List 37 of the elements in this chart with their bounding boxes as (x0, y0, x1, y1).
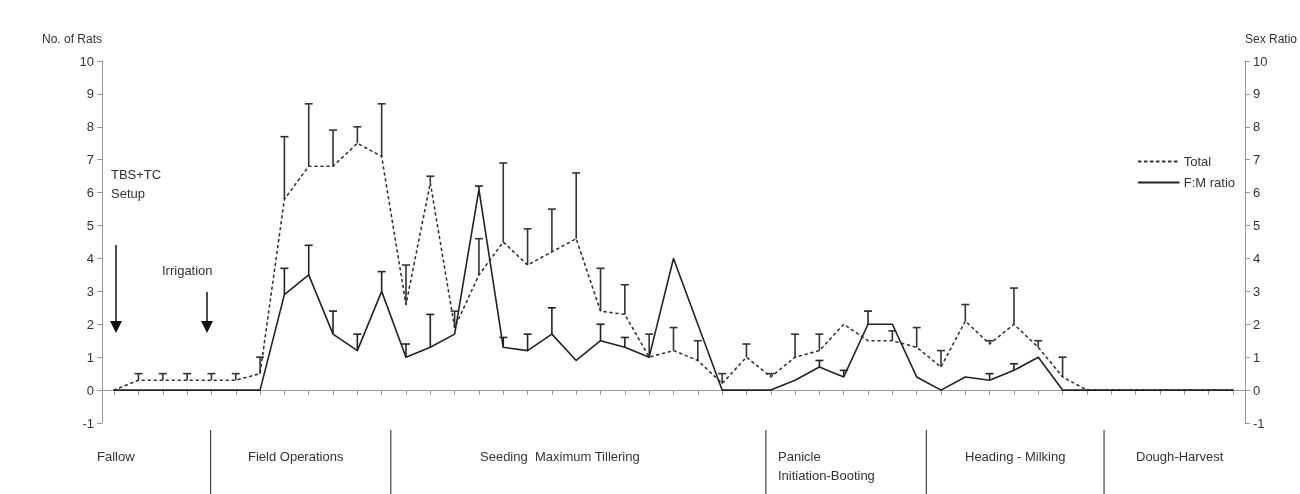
text: Seeding Maximum Tillering (480, 449, 640, 464)
y2-tick-label: 3 (1252, 283, 1261, 299)
text: Field Operations (248, 449, 344, 464)
line-series (113, 188, 1234, 391)
y-tick-label: 9 (86, 86, 94, 102)
y2-tick-label: 5 (1252, 218, 1261, 234)
y2-axis-title: Sex Ratio (1244, 32, 1298, 46)
annotation: Irrigation (162, 263, 213, 278)
y-axis-title: No. of Rats (41, 32, 102, 46)
y-tick-label: 3 (86, 283, 94, 299)
y-tick-label: 2 (86, 316, 94, 332)
y2-tick-label: 1 (1252, 349, 1261, 365)
text: Fallow (97, 449, 136, 464)
y2-tick-label: -1 (1252, 415, 1265, 431)
y2-tick-label: 9 (1252, 86, 1261, 102)
y-tick-label: -1 (82, 415, 94, 431)
y2-tick-label: 4 (1252, 250, 1261, 266)
y2-tick-label: 6 (1252, 185, 1261, 201)
y-tick-label: 10 (79, 53, 94, 69)
y-tick-label: 5 (86, 218, 94, 234)
legend-label: F:M ratio (1183, 175, 1236, 190)
y-tick-label: 1 (86, 349, 94, 365)
text: Heading - Milking (965, 449, 1066, 464)
y2-tick-label: 8 (1252, 119, 1261, 135)
y2-tick-label: 10 (1252, 53, 1268, 69)
y-tick-label: 8 (86, 119, 94, 135)
y-tick-label: 7 (86, 152, 94, 168)
y2-tick-label: 7 (1252, 152, 1261, 168)
annotation: TBS+TC Setup (111, 167, 165, 201)
y-tick-label: 6 (86, 185, 94, 201)
y-tick-label: 4 (86, 250, 94, 266)
text: Panicle Initiation-Booting (778, 449, 875, 483)
y-tick-label: 0 (86, 382, 94, 398)
y2-tick-label: 2 (1252, 316, 1261, 332)
y2-tick-label: 0 (1252, 382, 1261, 398)
legend-label: Total (1183, 154, 1212, 169)
text: Dough-Harvest (1136, 449, 1224, 464)
